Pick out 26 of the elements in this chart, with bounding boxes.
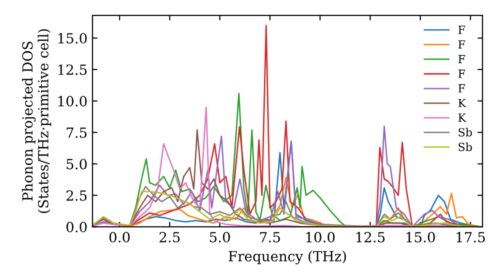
x-tick-label: 10.0: [306, 232, 335, 242]
legend-label: F: [458, 70, 466, 78]
legend-label: K: [458, 98, 466, 108]
x-tick-label: 12.5: [356, 232, 385, 242]
x-tick-label: 7.5: [260, 232, 280, 242]
y-tick-label: 7.5: [66, 128, 87, 138]
y-tick-label: 5.0: [66, 158, 87, 170]
x-tick-label: 15.0: [406, 232, 435, 242]
y-tick-label: 15.0: [58, 33, 87, 44]
legend-label: Sb: [458, 128, 472, 136]
legend-label: F: [458, 55, 466, 64]
legend-label: F: [458, 26, 466, 34]
x-tick-label: 2.5: [160, 232, 180, 242]
y-axis-title: Phonon projected DOS (States/THz·primitive cell): [22, 29, 52, 213]
x-tick-label: 0.0: [109, 232, 130, 242]
legend-label: Sb: [458, 142, 472, 152]
y-tick-label: 10.0: [58, 96, 87, 106]
y-tick-label: 12.5: [58, 64, 87, 75]
legend-label: F: [458, 84, 466, 92]
x-tick-label: 17.5: [456, 232, 485, 242]
legend-label: F: [458, 40, 466, 48]
legend-label: K: [458, 114, 466, 122]
y-tick-label: 2.5: [66, 190, 87, 201]
y-tick-label: 0.0: [66, 222, 87, 232]
x-tick-label: 5.0: [210, 232, 230, 242]
x-axis-title: Frequency (THz): [228, 250, 346, 264]
